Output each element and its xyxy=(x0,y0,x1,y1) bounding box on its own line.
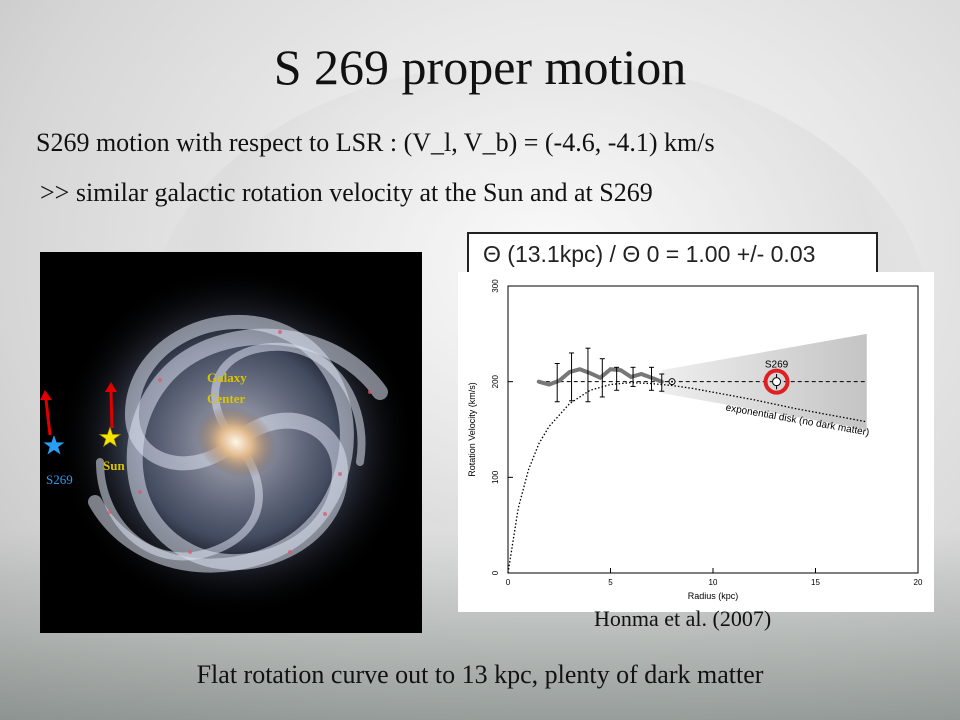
y-tick-label: 100 xyxy=(491,470,500,484)
motion-statement: S269 motion with respect to LSR : (V_l, … xyxy=(36,128,715,157)
observed-rotation-curve xyxy=(536,367,664,387)
slide-title: S 269 proper motion xyxy=(273,39,687,95)
y-tick-label: 300 xyxy=(491,279,500,293)
sun-data-point-dot xyxy=(671,380,673,383)
milky-way-image: Galaxy Center Sun S269 xyxy=(40,252,422,633)
x-tick-label: 20 xyxy=(914,578,923,587)
s269-highlight-circle xyxy=(763,368,790,395)
exponential-disk-curve xyxy=(507,381,867,574)
citation: Honma et al. (2007) xyxy=(594,606,772,631)
galaxy-center-label-2: Center xyxy=(207,391,245,406)
sun-star-icon xyxy=(98,426,122,448)
s269-data-point xyxy=(772,377,782,387)
y-tick-label: 0 xyxy=(491,570,500,575)
galactic-bulge xyxy=(195,405,277,479)
y-axis-label: Rotation Velocity (km/s) xyxy=(467,382,477,477)
y-tick-label: 200 xyxy=(491,374,500,388)
x-axis-label: Radius (kpc) xyxy=(688,591,739,601)
x-tick-label: 0 xyxy=(506,578,511,587)
x-tick-label: 5 xyxy=(608,578,613,587)
spiral-arms xyxy=(88,315,388,573)
sun-label: Sun xyxy=(103,458,125,473)
star-forming-regions xyxy=(108,330,372,554)
sun-arrow xyxy=(105,382,117,429)
x-tick-label: 10 xyxy=(709,578,718,587)
galaxy-center-label-1: Galaxy xyxy=(207,370,247,385)
s269-point-label: S269 xyxy=(765,360,789,371)
rotation-note: >> similar galactic rotation velocity at… xyxy=(40,178,653,207)
velocity-ratio-formula: Θ (13.1kpc) / Θ 0 = 1.00 +/- 0.03 xyxy=(467,232,878,276)
rotation-curve-plot: 0 5 10 15 20 0 100 200 300 S269 exponential dis… xyxy=(458,272,934,612)
x-tick-label: 15 xyxy=(811,578,820,587)
s269-arrow xyxy=(40,390,52,436)
conclusion-text: Flat rotation curve out to 13 kpc, plent… xyxy=(196,660,764,689)
s269-label: S269 xyxy=(46,472,73,487)
s269-star-icon xyxy=(43,435,65,455)
